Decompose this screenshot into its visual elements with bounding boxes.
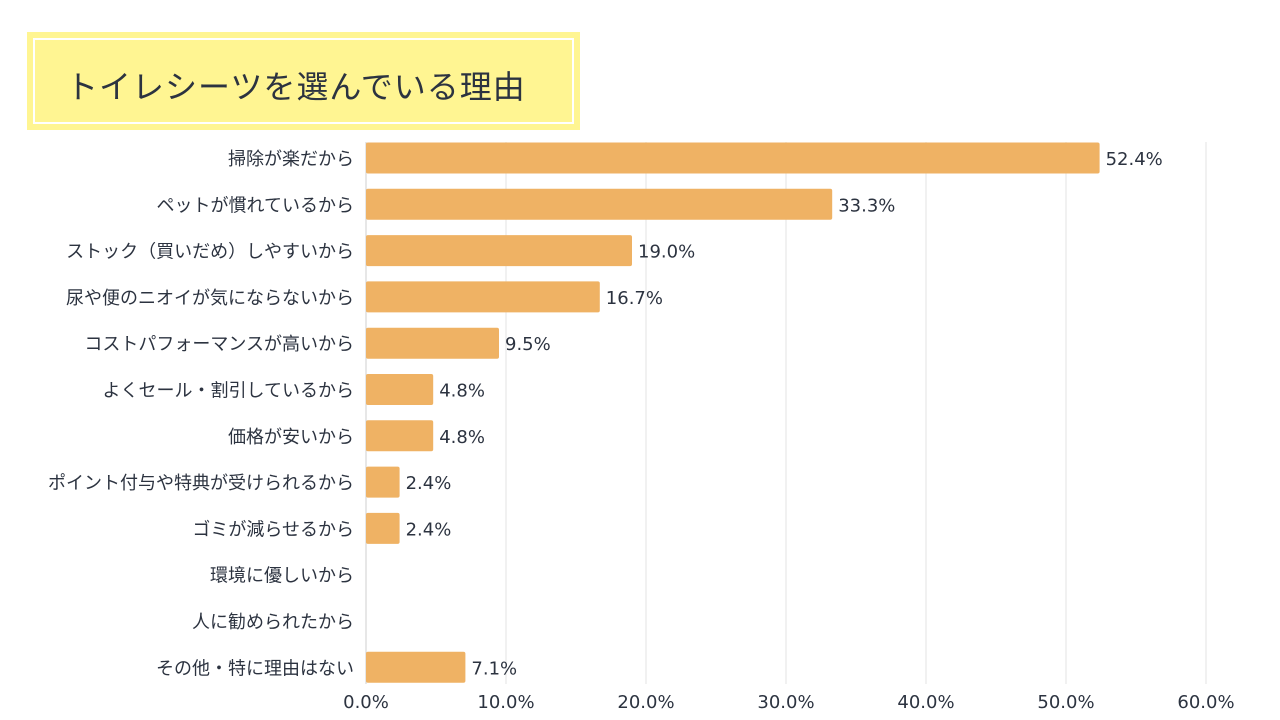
bar	[366, 420, 434, 452]
bar	[366, 281, 600, 313]
value-label: 52.4%	[1106, 149, 1163, 170]
category-label: 価格が安いから	[228, 427, 354, 448]
category-label: 尿や便のニオイが気にならないから	[66, 288, 354, 309]
category-label: 人に勧められたから	[192, 612, 354, 633]
chart-title: トイレシーツを選んでいる理由	[66, 68, 526, 106]
category-label: 掃除が楽だから	[228, 149, 354, 170]
category-label: 環境に優しいから	[210, 566, 354, 587]
category-label: ペットが慣れているから	[157, 195, 354, 216]
value-label: 19.0%	[638, 242, 695, 263]
x-tick-label: 0.0%	[343, 692, 389, 713]
bar	[366, 142, 1100, 174]
value-label: 33.3%	[838, 195, 895, 216]
value-label: 2.4%	[406, 473, 452, 494]
bar	[366, 651, 466, 683]
value-label: 4.8%	[439, 427, 485, 448]
category-label: コストパフォーマンスが高いから	[84, 334, 354, 355]
x-tick-label: 60.0%	[1177, 692, 1234, 713]
x-tick-label: 50.0%	[1037, 692, 1094, 713]
bar	[366, 188, 833, 220]
x-tick-label: 30.0%	[757, 692, 814, 713]
x-tick-label: 40.0%	[897, 692, 954, 713]
value-label: 7.1%	[471, 658, 517, 679]
bar	[366, 374, 434, 405]
category-label: ゴミが減らせるから	[192, 519, 354, 540]
value-label: 16.7%	[606, 288, 663, 309]
category-label: よくセール・割引しているから	[103, 381, 354, 402]
bar	[366, 327, 499, 359]
category-label: ポイント付与や特典が受けられるから	[48, 473, 354, 494]
category-label: ストック（買いだめ）しやすいから	[66, 242, 354, 263]
category-label: その他・特に理由はない	[156, 658, 354, 679]
bar	[366, 466, 400, 498]
value-label: 9.5%	[505, 334, 551, 355]
value-label: 2.4%	[406, 519, 452, 540]
x-tick-label: 10.0%	[477, 692, 534, 713]
bar	[366, 512, 400, 544]
chart-title-box: トイレシーツを選んでいる理由	[27, 32, 580, 130]
x-tick-label: 20.0%	[617, 692, 674, 713]
bar	[366, 235, 632, 267]
value-label: 4.8%	[439, 381, 485, 402]
